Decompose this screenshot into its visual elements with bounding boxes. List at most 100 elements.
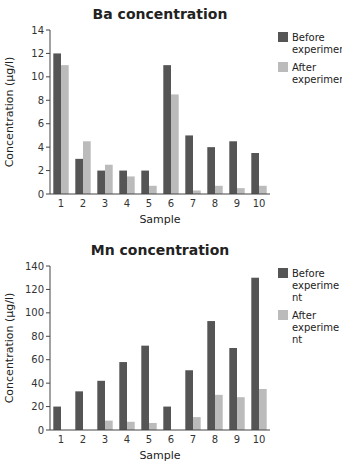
bar [105, 165, 113, 194]
legend-line: experime [292, 280, 339, 291]
y-tick-label: 4 [38, 142, 44, 153]
bar [185, 370, 193, 430]
y-axis [50, 30, 51, 194]
legend-line: nt [292, 292, 302, 303]
y-tick [46, 336, 50, 337]
y-axis [50, 266, 51, 430]
legend-swatch [278, 62, 288, 72]
title: Ba concentration [93, 6, 228, 22]
y-tick [46, 100, 50, 101]
y-tick [46, 406, 50, 407]
bar [237, 188, 245, 194]
y-tick [46, 170, 50, 171]
y-tick [46, 266, 50, 267]
x-tick-label: 3 [102, 198, 108, 209]
y-tick-label: 0 [38, 189, 44, 200]
x-tick-label: 4 [124, 434, 130, 445]
legend-line: After [292, 310, 317, 321]
y-tick-label: 0 [38, 425, 44, 436]
bar [185, 135, 193, 194]
legend-line: Before [292, 268, 325, 279]
bar [105, 421, 113, 430]
x-tick-label: 3 [102, 434, 108, 445]
y-tick-label: 80 [31, 331, 44, 342]
y-tick-label: 60 [31, 354, 44, 365]
bar [149, 186, 157, 194]
y-tick-label: 40 [31, 378, 44, 389]
legend-entry: Beforeexperiment [292, 32, 342, 55]
y-tick-label: 140 [25, 261, 44, 272]
x-tick-label: 8 [212, 434, 218, 445]
legend-line: nt [292, 334, 302, 345]
bar [53, 53, 61, 194]
y-tick-label: 6 [38, 118, 44, 129]
bar [229, 141, 237, 194]
bar [193, 190, 201, 194]
y-axis-label: Concentration (μg/l) [3, 293, 16, 404]
chart: Mn concentration020406080100120140123456… [3, 242, 339, 462]
y-tick [46, 289, 50, 290]
y-tick-label: 8 [38, 95, 44, 106]
bar [171, 94, 179, 194]
x-axis-label: Sample [139, 213, 180, 226]
bar [237, 397, 245, 430]
x-tick-label: 9 [234, 198, 240, 209]
bar [119, 362, 127, 430]
y-tick-label: 14 [31, 25, 44, 36]
y-tick [46, 194, 50, 195]
bar [75, 159, 83, 194]
bar [127, 422, 135, 430]
bar [259, 389, 267, 430]
bar [215, 395, 223, 430]
y-tick [46, 53, 50, 54]
x-tick-label: 7 [190, 434, 196, 445]
y-tick [46, 359, 50, 360]
bar [75, 391, 83, 430]
y-tick [46, 76, 50, 77]
legend-swatch [278, 32, 288, 42]
bar [251, 278, 259, 430]
x-tick-label: 5 [146, 198, 152, 209]
x-tick-label: 9 [234, 434, 240, 445]
legend-swatch [278, 268, 288, 278]
legend-entry: Afterexperiment [292, 62, 342, 85]
legend-entry: Beforeexperiment [292, 268, 339, 303]
x-tick-label: 1 [58, 434, 64, 445]
legend: BeforeexperimentAfterexperiment [278, 32, 342, 85]
x-tick-label: 6 [168, 434, 174, 445]
bar [141, 346, 149, 430]
bar [61, 65, 69, 194]
y-tick-label: 120 [25, 284, 44, 295]
bar [207, 147, 215, 194]
bar [229, 348, 237, 430]
x-tick-label: 4 [124, 198, 130, 209]
y-tick [46, 383, 50, 384]
y-tick [46, 312, 50, 313]
x-axis [50, 430, 270, 431]
legend-line: Before [292, 32, 325, 43]
bar [83, 141, 91, 194]
y-tick [46, 30, 50, 31]
x-axis [50, 194, 270, 195]
y-tick [46, 147, 50, 148]
y-tick-label: 100 [25, 307, 44, 318]
x-tick-label: 2 [80, 434, 86, 445]
legend-line: After [292, 62, 317, 73]
legend-line: experiment [292, 44, 342, 55]
legend-line: experime [292, 322, 339, 333]
bar [251, 153, 259, 194]
legend: BeforeexperimentAfterexperiment [278, 268, 339, 345]
x-tick-label: 7 [190, 198, 196, 209]
bar [163, 407, 171, 430]
x-tick-label: 8 [212, 198, 218, 209]
y-tick [46, 430, 50, 431]
x-tick-label: 10 [253, 198, 266, 209]
bar [207, 321, 215, 430]
bar [193, 417, 201, 430]
bar [119, 171, 127, 194]
bar [53, 407, 61, 430]
bar [97, 381, 105, 430]
x-axis-label: Sample [139, 449, 180, 462]
bars [53, 278, 266, 430]
y-axis-label: Concentration (μg/l) [3, 57, 16, 168]
